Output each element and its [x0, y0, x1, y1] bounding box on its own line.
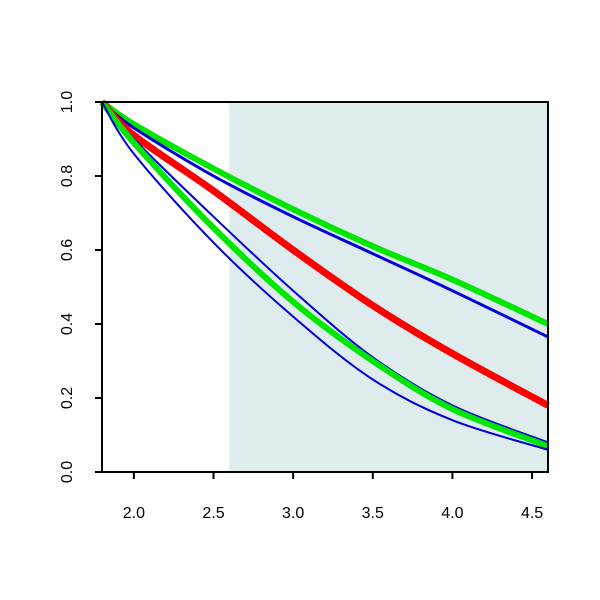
series-line-4: [101, 101, 549, 444]
y-tick-label: 0.4: [59, 313, 76, 335]
x-tick-label: 2.5: [202, 505, 224, 522]
shaded-region: [229, 102, 548, 472]
series-line-5: [99, 100, 550, 449]
y-axis: 0.0 0.2 0.4 0.6 0.8 1.0: [59, 91, 103, 483]
x-tick-label: 3.0: [282, 505, 304, 522]
x-tick-label: 2.0: [123, 505, 145, 522]
y-tick-label: 1.0: [59, 91, 76, 113]
series-line-3: [99, 99, 550, 409]
series-line-2: [101, 100, 549, 339]
y-tick-label: 0.8: [59, 165, 76, 187]
y-tick-label: 0.6: [59, 239, 76, 261]
y-tick-label: 0.0: [59, 461, 76, 483]
x-axis: 2.0 2.5 3.0 3.5 4.0 4.5: [102, 471, 548, 522]
x-tick-label: 3.5: [362, 505, 384, 522]
series-line-6: [101, 101, 549, 451]
series-line-1: [100, 99, 550, 327]
x-tick-label: 4.0: [441, 505, 463, 522]
x-tick-label: 4.5: [521, 505, 543, 522]
series-layer: [99, 99, 550, 451]
y-tick-label: 0.2: [59, 387, 76, 409]
plot-area: [99, 99, 550, 473]
